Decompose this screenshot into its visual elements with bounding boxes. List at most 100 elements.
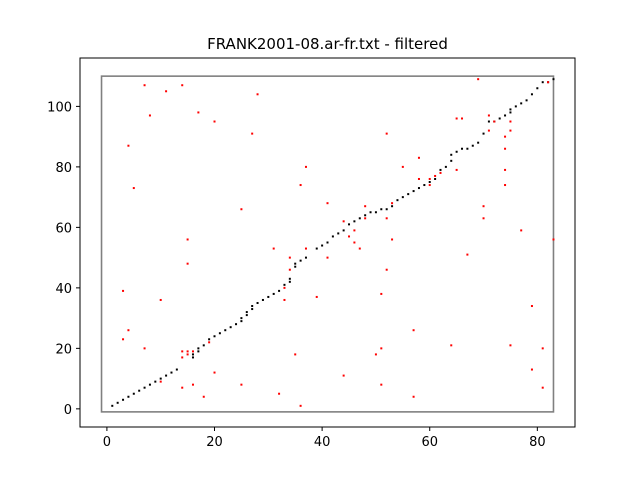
- kept-point: [170, 371, 173, 374]
- y-tick-label: 100: [47, 100, 72, 115]
- kept-point: [407, 193, 410, 196]
- kept-point: [358, 217, 361, 220]
- filtered-point: [348, 235, 351, 238]
- x-tick-label: 0: [103, 435, 111, 450]
- filtered-point: [299, 184, 302, 187]
- filtered-point: [240, 383, 243, 386]
- filtered-point: [509, 129, 512, 132]
- kept-point: [353, 220, 356, 223]
- filtered-point: [482, 205, 485, 208]
- filtered-point: [186, 262, 189, 265]
- filtered-point: [385, 217, 388, 220]
- filtered-point: [380, 383, 383, 386]
- filtered-point: [417, 156, 420, 159]
- kept-point: [251, 305, 254, 308]
- kept-point: [240, 320, 243, 323]
- filtered-point: [504, 184, 507, 187]
- filtered-point: [504, 135, 507, 138]
- kept-point: [428, 181, 431, 184]
- chart-title: FRANK2001-08.ar-fr.txt - filtered: [207, 35, 448, 53]
- filtered-point: [251, 132, 254, 135]
- filtered-point: [385, 132, 388, 135]
- kept-point: [434, 177, 437, 180]
- kept-point: [525, 99, 528, 102]
- filtered-point: [530, 368, 533, 371]
- filtered-point: [391, 202, 394, 205]
- filtered-point: [272, 247, 275, 250]
- filtered-point: [326, 256, 329, 259]
- kept-point: [267, 295, 270, 298]
- filtered-point: [278, 392, 281, 395]
- filtered-point: [342, 220, 345, 223]
- filtered-point: [385, 268, 388, 271]
- filtered-point: [181, 350, 184, 353]
- filtered-point: [417, 177, 420, 180]
- kept-point: [138, 389, 141, 392]
- kept-point: [245, 311, 248, 314]
- filtered-point: [541, 386, 544, 389]
- filtered-point: [428, 184, 431, 187]
- filter-region-rect: [100, 75, 555, 413]
- filtered-point: [477, 78, 480, 81]
- kept-point: [202, 344, 205, 347]
- kept-point: [143, 386, 146, 389]
- kept-point: [364, 214, 367, 217]
- filtered-point: [159, 298, 162, 301]
- filtered-point: [127, 329, 130, 332]
- kept-point: [466, 147, 469, 150]
- filtered-point: [358, 247, 361, 250]
- filtered-point: [487, 129, 490, 132]
- kept-point: [148, 383, 151, 386]
- filtered-point: [412, 395, 415, 398]
- kept-point: [132, 392, 135, 395]
- filtered-point: [165, 90, 168, 93]
- kept-point: [337, 232, 340, 235]
- kept-point: [396, 199, 399, 202]
- kept-point: [461, 147, 464, 150]
- kept-point: [380, 208, 383, 211]
- filtered-point: [181, 84, 184, 87]
- kept-point: [272, 292, 275, 295]
- filtered-point: [428, 177, 431, 180]
- kept-point: [191, 353, 194, 356]
- kept-point: [482, 132, 485, 135]
- filtered-point: [509, 120, 512, 123]
- kept-point: [283, 283, 286, 286]
- filtered-point: [326, 202, 329, 205]
- kept-point: [229, 326, 232, 329]
- kept-point: [509, 111, 512, 114]
- filtered-point: [380, 347, 383, 350]
- filtered-point: [493, 120, 496, 123]
- filtered-point: [304, 247, 307, 250]
- kept-point: [294, 265, 297, 268]
- x-axis-ticks: 0 20 40 60 80: [103, 427, 546, 450]
- filtered-point: [541, 347, 544, 350]
- kept-point: [288, 277, 291, 280]
- kept-point: [197, 347, 200, 350]
- filtered-point: [504, 168, 507, 171]
- filtered-point: [288, 268, 291, 271]
- filtered-point: [159, 380, 162, 383]
- filtered-point: [353, 241, 356, 244]
- filtered-point: [380, 292, 383, 295]
- kept-point: [342, 229, 345, 232]
- kept-point: [444, 165, 447, 168]
- filtered-point: [122, 289, 125, 292]
- kept-point: [299, 259, 302, 262]
- kept-point: [261, 298, 264, 301]
- x-tick-label: 20: [206, 435, 223, 450]
- y-tick-label: 40: [55, 282, 72, 297]
- kept-point: [245, 314, 248, 317]
- filtered-point: [487, 114, 490, 117]
- filtered-point: [466, 253, 469, 256]
- filtered-point: [482, 217, 485, 220]
- filtered-point: [143, 347, 146, 350]
- kept-point: [439, 168, 442, 171]
- kept-point: [450, 159, 453, 162]
- filtered-point: [547, 81, 550, 84]
- kept-point: [235, 323, 238, 326]
- filtered-point: [148, 114, 151, 117]
- kept-point: [197, 350, 200, 353]
- filtered-point: [240, 208, 243, 211]
